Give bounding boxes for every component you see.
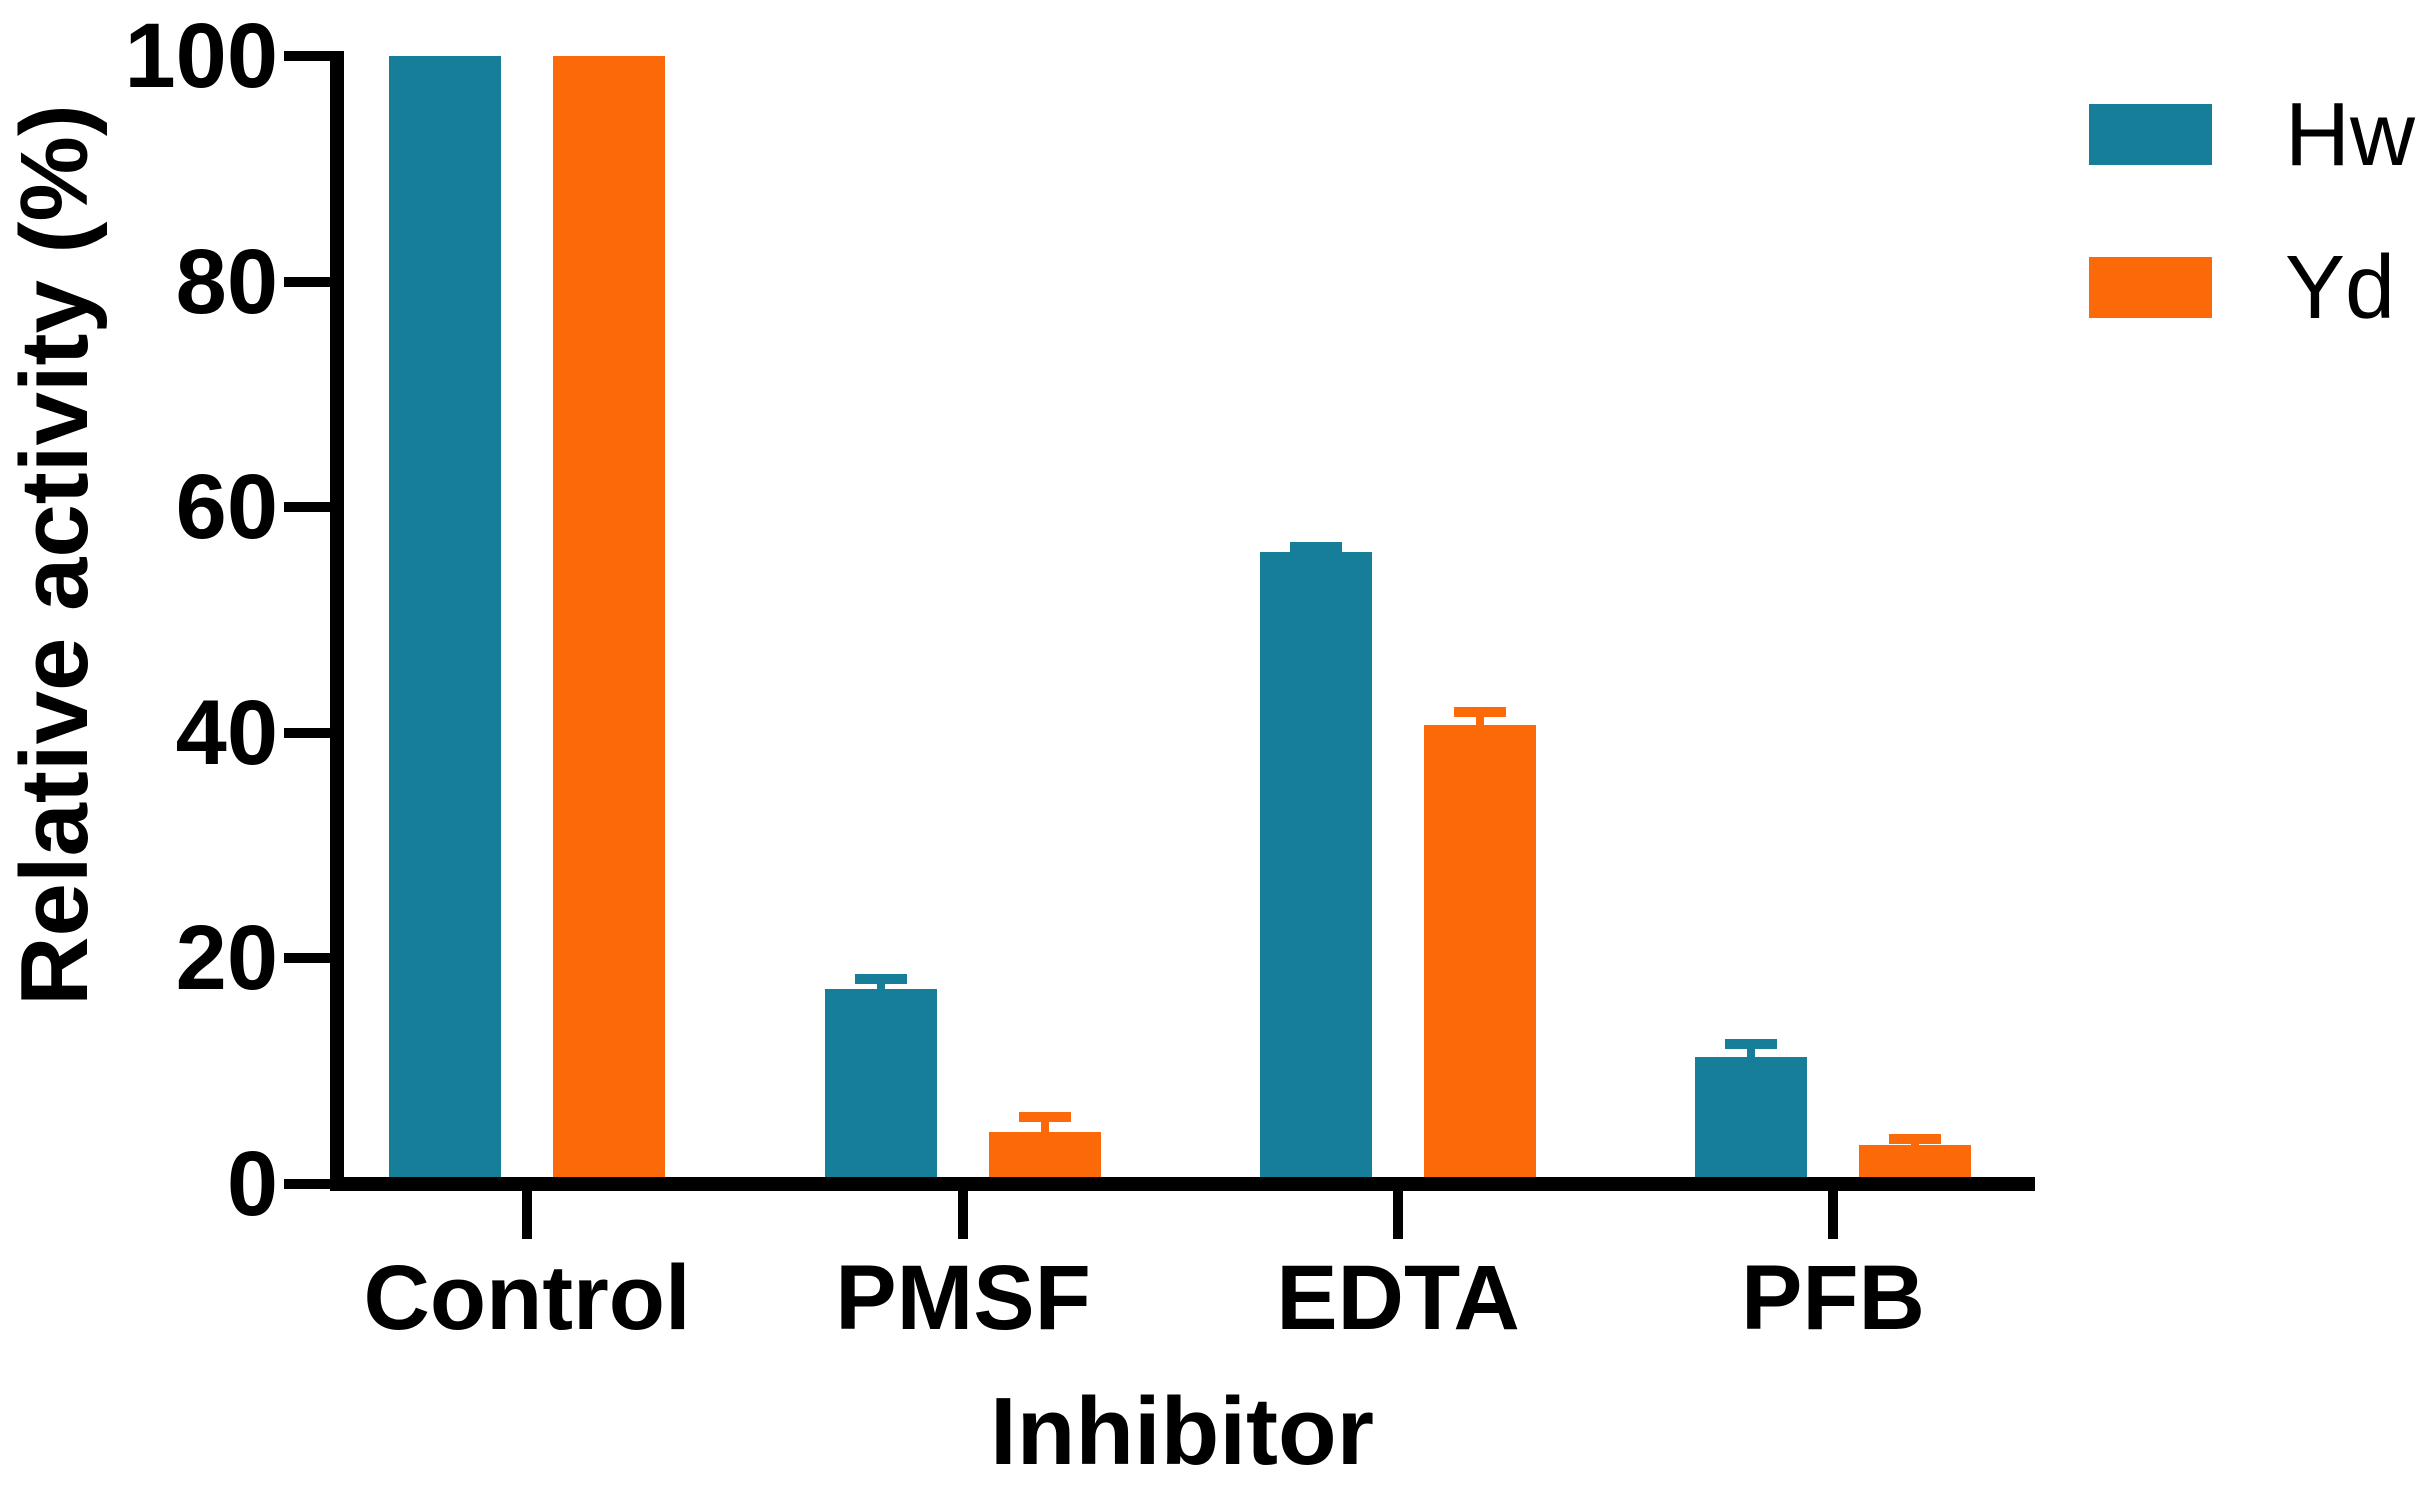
legend-swatch-yd-icon <box>2089 257 2212 318</box>
bar-yd-pfb <box>1859 1144 1971 1180</box>
bar-yd-pmsf <box>989 1132 1101 1180</box>
x-category-label: PFB <box>1741 1247 1925 1349</box>
x-tick <box>522 1191 532 1239</box>
y-tick <box>284 276 330 287</box>
y-tick-label: 20 <box>175 907 278 1010</box>
x-category-label: Control <box>363 1247 691 1349</box>
x-tick <box>958 1191 968 1239</box>
legend-label-hw: Hw <box>2285 84 2415 185</box>
legend-item-hw: Hw <box>2089 90 2415 180</box>
bar-hw-control <box>389 56 501 1180</box>
y-tick <box>284 51 330 61</box>
x-axis-title: Inhibitor <box>990 1378 1374 1485</box>
bar-hw-pfb <box>1695 1056 1807 1180</box>
y-axis-line <box>330 51 344 1191</box>
bar-yd-edta <box>1424 724 1536 1180</box>
bar-hw-edta <box>1260 552 1372 1180</box>
y-tick-label: 0 <box>226 1133 278 1235</box>
y-tick <box>284 953 330 964</box>
y-tick <box>284 727 330 738</box>
error-bar-stem <box>1747 1044 1755 1059</box>
y-tick <box>284 502 330 513</box>
x-category-label: EDTA <box>1276 1247 1520 1349</box>
y-tick <box>284 1179 330 1189</box>
error-bar-stem <box>877 978 885 991</box>
error-bar-cap <box>855 973 907 984</box>
y-tick-label: 40 <box>175 681 278 784</box>
error-bar-cap <box>1889 1133 1941 1144</box>
y-tick-label: 60 <box>175 456 278 559</box>
legend-item-yd: Yd <box>2089 243 2395 333</box>
error-bar-cap <box>1725 1039 1777 1050</box>
x-axis-line <box>330 1177 2035 1191</box>
error-bar-cap <box>1454 707 1506 718</box>
x-category-label: PMSF <box>835 1247 1091 1349</box>
error-bar-cap <box>1290 541 1342 552</box>
x-tick <box>1828 1191 1838 1239</box>
error-bar-stem <box>1476 712 1484 727</box>
bar-hw-pmsf <box>825 988 937 1180</box>
error-bar-cap <box>1019 1112 1071 1123</box>
legend-swatch-hw-icon <box>2089 104 2212 165</box>
x-tick <box>1393 1191 1403 1239</box>
error-bar-stem <box>1041 1117 1049 1135</box>
y-tick-label: 100 <box>124 5 279 107</box>
bar-yd-control <box>553 56 665 1180</box>
legend-label-yd: Yd <box>2285 237 2396 338</box>
y-tick-label: 80 <box>175 230 278 333</box>
